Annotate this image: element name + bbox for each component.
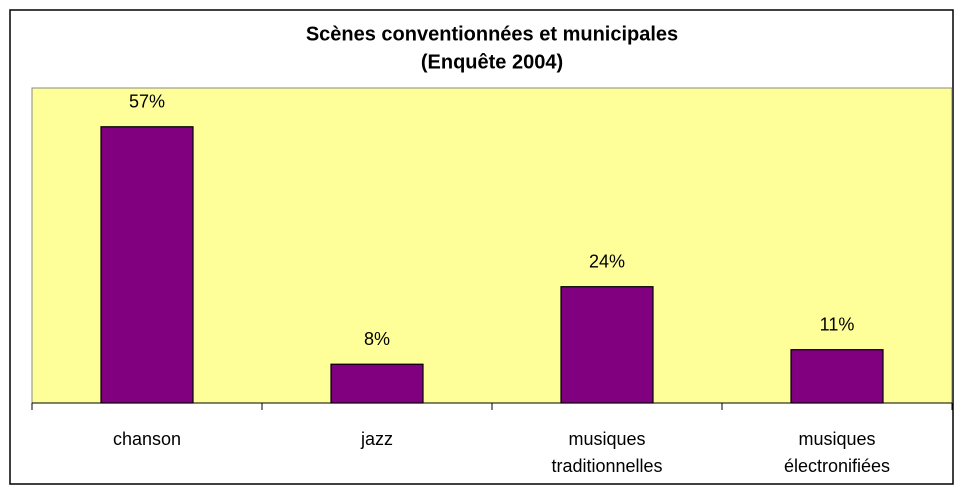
bar xyxy=(100,126,194,404)
x-tick-label: jazz xyxy=(360,429,393,449)
chart-title: Scènes conventionnées et municipales xyxy=(306,23,678,45)
x-tick-label: musiques traditionnelles xyxy=(551,429,662,476)
x-tick-label: chanson xyxy=(113,429,181,449)
bar xyxy=(330,363,424,404)
data-label: 57% xyxy=(129,92,165,112)
bar xyxy=(790,349,884,404)
data-label: 8% xyxy=(364,329,390,349)
x-tick-label: musiques électronifiées xyxy=(784,429,890,476)
data-label: 24% xyxy=(589,251,625,271)
data-label: 11% xyxy=(820,314,855,334)
bar xyxy=(560,286,654,404)
chart-subtitle: (Enquête 2004) xyxy=(421,51,563,73)
